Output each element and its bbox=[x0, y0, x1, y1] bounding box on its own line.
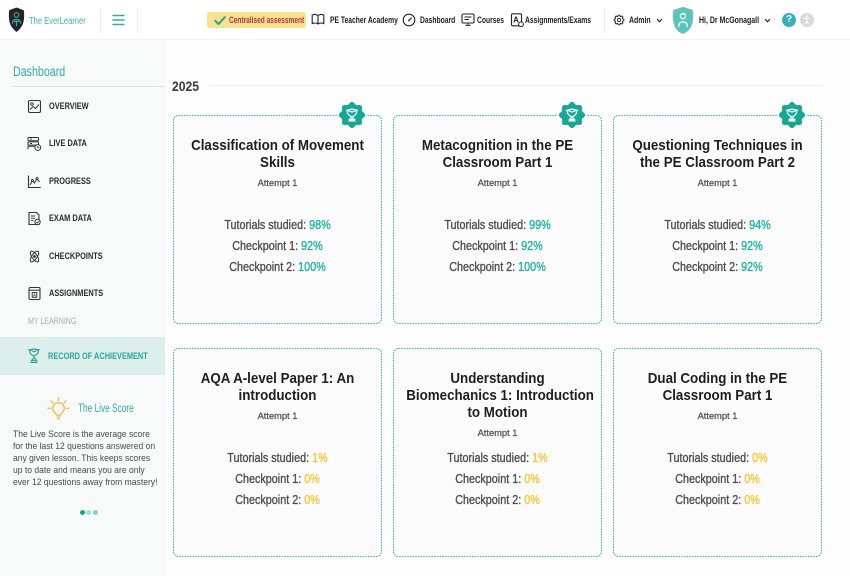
svg-text:A: A bbox=[513, 16, 519, 25]
svg-text:A: A bbox=[33, 292, 37, 297]
